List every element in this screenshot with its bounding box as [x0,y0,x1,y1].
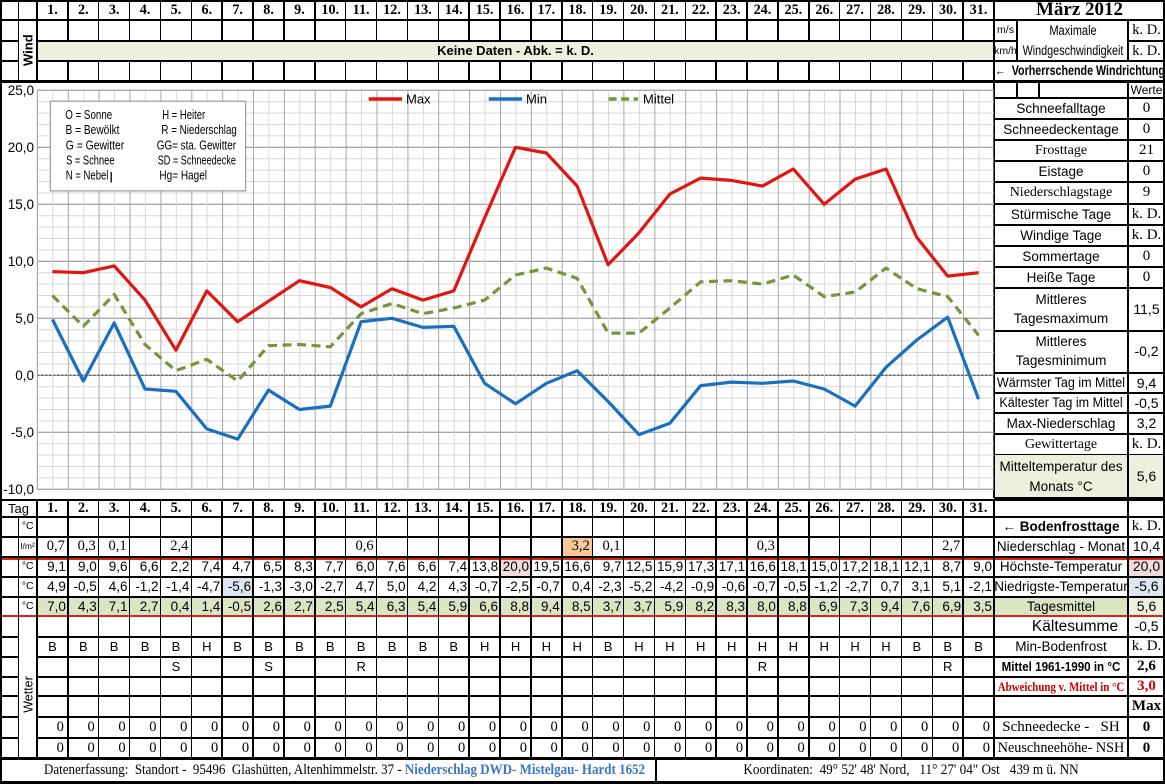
svg-text:H = Heiter: H = Heiter [162,108,205,122]
svg-text:25,0: 25,0 [8,83,34,98]
svg-text:-5,0: -5,0 [11,425,34,440]
svg-text:N = Nebel: N = Nebel [66,169,109,183]
svg-text:20,0: 20,0 [8,140,34,155]
svg-text:B = Bewölkt: B = Bewölkt [66,123,120,137]
svg-text:Hg= Hagel: Hg= Hagel [159,169,207,183]
svg-text:GG= sta. Gewitter: GG= sta. Gewitter [157,138,236,152]
svg-text:15,0: 15,0 [8,197,34,212]
svg-text:5,0: 5,0 [15,311,34,326]
svg-text:SD = Schneedecke: SD = Schneedecke [158,154,236,168]
svg-text:O = Sonne: O = Sonne [65,108,112,122]
svg-text:S = Schnee: S = Schnee [66,154,114,168]
svg-text:0,0: 0,0 [15,368,34,383]
svg-text:-10,0: -10,0 [3,482,34,497]
svg-text:Min: Min [526,92,547,107]
svg-text:Max: Max [406,92,431,107]
svg-text:10,0: 10,0 [8,254,34,269]
svg-text:G = Gewitter: G = Gewitter [66,138,124,152]
svg-text:R = Niederschlag: R = Niederschlag [161,123,237,137]
svg-text:Mittel: Mittel [643,92,674,107]
